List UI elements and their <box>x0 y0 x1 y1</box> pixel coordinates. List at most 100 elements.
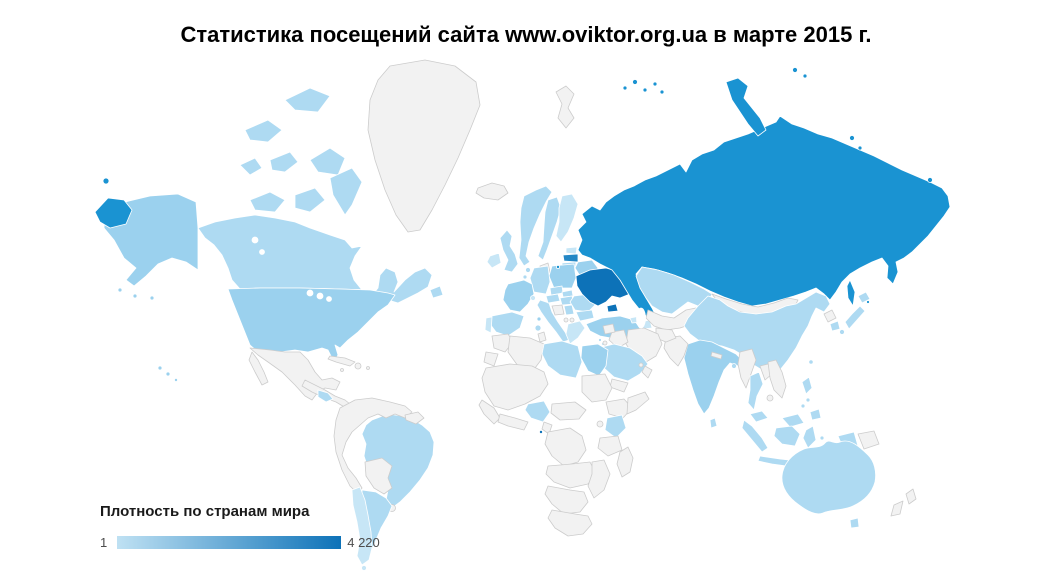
country-netherlands[interactable] <box>525 267 531 273</box>
country-cuba[interactable] <box>327 355 356 367</box>
country-portugal[interactable] <box>484 316 493 334</box>
region-namibia-botswana[interactable] <box>544 485 589 515</box>
country-albania[interactable] <box>563 317 569 323</box>
country-north-korea[interactable] <box>823 309 837 323</box>
country-canada[interactable] <box>329 167 363 216</box>
islands-severnaya-zemlya[interactable] <box>802 73 808 79</box>
country-nigeria[interactable] <box>524 400 551 423</box>
country-equatorial-guinea[interactable] <box>539 429 544 434</box>
country-estonia[interactable] <box>565 246 578 255</box>
country-ireland[interactable] <box>486 252 502 269</box>
country-costa-rica[interactable] <box>317 389 334 403</box>
country-malaysia-borneo[interactable] <box>781 413 805 428</box>
country-sudan[interactable] <box>581 373 613 403</box>
country-russia-chukotka[interactable] <box>94 197 133 229</box>
islands-franz-josef[interactable] <box>632 79 638 85</box>
country-india[interactable] <box>683 339 743 415</box>
country-russia-kaliningrad[interactable] <box>556 264 561 269</box>
island-sardinia[interactable] <box>534 324 542 332</box>
country-sri-lanka[interactable] <box>709 417 718 429</box>
island-puerto-rico[interactable] <box>366 366 370 370</box>
country-algeria[interactable] <box>507 335 545 373</box>
region-west-africa[interactable] <box>478 399 501 425</box>
country-uganda[interactable] <box>596 420 604 428</box>
country-egypt[interactable] <box>580 343 609 377</box>
country-canada[interactable] <box>249 191 286 213</box>
country-vietnam[interactable] <box>767 359 787 399</box>
country-belgium[interactable] <box>522 274 528 280</box>
islands-kurils[interactable] <box>866 300 870 304</box>
country-tanzania[interactable] <box>597 435 623 457</box>
country-philippines[interactable] <box>800 403 806 409</box>
country-philippines[interactable] <box>805 397 811 403</box>
country-south-korea[interactable] <box>829 320 841 332</box>
region-angola-zambia[interactable] <box>545 461 597 489</box>
country-jordan[interactable] <box>602 340 608 346</box>
country-drc[interactable] <box>544 427 587 467</box>
country-uk[interactable] <box>499 229 519 273</box>
country-uae[interactable] <box>638 362 644 368</box>
country-finland[interactable] <box>555 193 579 243</box>
country-canada[interactable] <box>309 147 346 176</box>
country-alaska-aleutians[interactable] <box>149 295 155 301</box>
island-tasmania[interactable] <box>849 517 860 529</box>
islands-franz-josef[interactable] <box>622 85 628 91</box>
country-france[interactable] <box>502 279 535 313</box>
country-italy[interactable] <box>536 299 570 343</box>
country-bulgaria[interactable] <box>575 309 595 322</box>
country-syria[interactable] <box>602 323 616 335</box>
country-hawaii[interactable] <box>157 365 163 371</box>
country-canada[interactable] <box>269 151 299 173</box>
country-nepal[interactable] <box>710 351 723 360</box>
country-ukraine-crimea[interactable] <box>606 303 619 313</box>
country-greece[interactable] <box>565 320 586 345</box>
island-wrangel[interactable] <box>927 177 933 183</box>
country-thailand[interactable] <box>747 371 764 411</box>
country-taiwan[interactable] <box>808 359 814 365</box>
country-canada[interactable] <box>294 187 326 213</box>
country-tunisia[interactable] <box>537 331 547 343</box>
islands-new-siberian[interactable] <box>849 135 855 141</box>
country-cambodia[interactable] <box>766 394 774 402</box>
region-central-africa[interactable] <box>550 401 587 421</box>
country-indonesia-sumatra[interactable] <box>741 419 769 453</box>
island-corsica[interactable] <box>536 316 542 322</box>
country-hawaii[interactable] <box>165 371 171 377</box>
region-gulf-of-guinea[interactable] <box>497 413 529 431</box>
country-kazakhstan[interactable] <box>635 266 713 315</box>
country-philippines-luzon[interactable] <box>801 376 813 395</box>
country-czechia[interactable] <box>549 285 564 296</box>
country-somalia[interactable] <box>626 391 650 415</box>
country-japan-hokkaido[interactable] <box>857 291 871 304</box>
country-iceland[interactable] <box>475 182 509 201</box>
country-new-zealand-south[interactable] <box>890 500 904 517</box>
islands-franz-josef[interactable] <box>659 89 665 95</box>
country-switzerland[interactable] <box>530 295 536 301</box>
country-poland[interactable] <box>548 263 577 289</box>
country-iraq[interactable] <box>608 329 629 349</box>
country-malaysia[interactable] <box>749 410 769 423</box>
country-mozambique[interactable] <box>587 459 611 499</box>
island-tierra-del-fuego[interactable] <box>361 565 367 571</box>
country-canada[interactable] <box>239 157 263 176</box>
country-latvia[interactable] <box>562 253 579 263</box>
country-hawaii[interactable] <box>173 377 178 382</box>
country-norway[interactable] <box>518 185 553 267</box>
country-alaska-aleutians[interactable] <box>132 293 138 299</box>
country-mexico-baja[interactable] <box>248 351 269 386</box>
country-canada[interactable] <box>244 119 283 143</box>
islands-franz-josef[interactable] <box>652 81 658 87</box>
country-chile[interactable] <box>351 486 373 566</box>
region-sahel[interactable] <box>481 363 549 411</box>
country-macedonia[interactable] <box>569 317 575 323</box>
country-yemen[interactable] <box>609 378 629 393</box>
country-madagascar[interactable] <box>616 446 634 478</box>
country-papua-new-guinea[interactable] <box>857 430 880 450</box>
region-guyanas[interactable] <box>404 411 425 425</box>
country-serbia[interactable] <box>563 304 575 316</box>
country-indonesia-sulawesi[interactable] <box>802 425 817 449</box>
country-russia[interactable] <box>577 115 951 319</box>
country-spain[interactable] <box>489 311 525 337</box>
country-canada[interactable] <box>284 87 331 113</box>
island-jamaica[interactable] <box>340 368 344 372</box>
